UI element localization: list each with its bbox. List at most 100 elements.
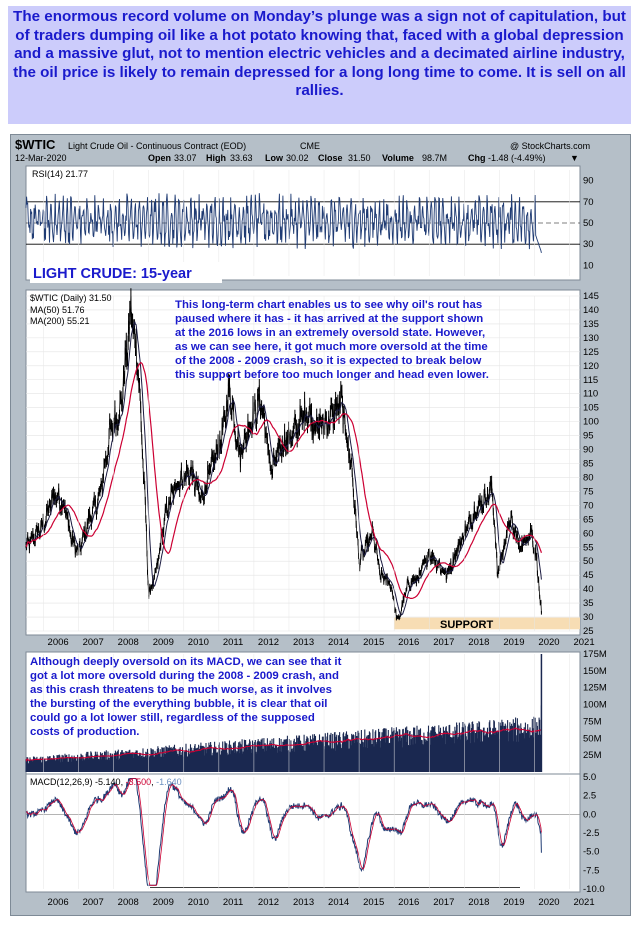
year-label: 2017 [433,637,454,648]
volume-value: 98.7M [422,153,447,163]
volume-note-line: got a lot more oversold during the 2008 … [30,670,339,682]
year-label: 2010 [188,637,209,648]
volume-label: Volume [382,153,414,163]
ma200-legend: MA(200) 55.21 [30,316,90,326]
axis-layer: 2006 2006 2007 2007 2008 2008 2009 2009 2010 2010… [43,170,595,908]
high-value: 33.63 [230,153,253,163]
price-tick-label: 35 [583,598,594,609]
price-tick-label: 100 [583,417,599,428]
year-label: 2014 [328,637,349,648]
year-label: 2007 [83,897,104,908]
year-label: 2019 [503,637,524,648]
price-tick-label: 75 [583,486,594,497]
price-tick-label: 145 [583,291,599,302]
price-panel [25,289,581,636]
rsi-layer: 90 70 50 30 10 [25,176,594,271]
macd-legend-value: -5.140 [95,777,121,787]
macd-layer: 5.0 2.5 0.0 -2.5 -5.0 -7.5 -10.0 [25,772,605,895]
volume-note-line: could go a lot lower still, regardless o… [30,712,315,724]
price-tick-label: 80 [583,472,594,483]
macd-legend-name: MACD(12,26,9) [30,777,93,787]
year-label: 2014 [328,897,349,908]
year-label: 2011 [223,897,243,908]
headline-text: The enormous record volume on Monday’s p… [8,6,631,124]
year-label: 2009 [153,637,174,648]
price-tick-label: 70 [583,500,594,511]
volume-note: Although deeply oversold on its MACD, we… [30,656,342,738]
year-label: 2019 [503,897,524,908]
volume-bars [25,705,542,772]
price-note-line: as we can see here, it got much more ove… [175,341,488,353]
macd-signal-line [25,778,542,886]
year-label: 2007 [83,637,104,648]
price-tick-label: 110 [583,389,598,400]
ohlc-row: Open 33.07 High 33.63 Low 30.02 Close 31… [148,153,579,163]
price-note-line: This long-term chart enables us to see w… [175,299,482,311]
price-tick-label: 30 [583,612,594,623]
year-label: 2013 [293,637,314,648]
year-label: 2008 [118,897,139,908]
year-label: 2006 [48,637,69,648]
year-label: 2008 [118,637,139,648]
volume-tick-label: 175M [583,649,607,660]
volume-note-line: as this crash threatens to be much worse… [30,684,332,696]
volume-note-line: Although deeply oversold on its MACD, we… [30,656,342,668]
volume-layer: 175M 150M 125M 100M 75M 50M 25M [25,649,607,772]
support-band [394,617,580,630]
exchange-label: CME [300,141,320,151]
low-value: 30.02 [286,153,309,163]
open-label: Open [148,153,171,163]
price-tick-label: 85 [583,459,594,470]
year-label: 2020 [538,897,559,908]
rsi-tick-label: 50 [583,218,594,229]
ma50-line [25,321,542,616]
rsi-tick-label: 90 [583,176,594,187]
rsi-tick-label: 70 [583,197,594,208]
date-label: 12-Mar-2020 [15,153,67,163]
macd-tick-label: 0.0 [583,809,596,820]
rsi-line [25,193,542,253]
price-line [25,296,542,620]
price-tick-label: 120 [583,361,599,372]
year-label: 2017 [433,897,454,908]
price-tick-label: 125 [583,347,599,358]
close-value: 31.50 [348,153,371,163]
year-label: 2020 [538,637,559,648]
svg-text:MACD(12,26,9) -5.140, -3.500,: MACD(12,26,9) -5.140, -3.500, -1.640 [30,777,182,787]
open-value: 33.07 [174,153,197,163]
price-tick-label: 60 [583,528,594,539]
high-label: High [206,153,226,163]
macd-tick-label: 2.5 [583,791,596,802]
year-label: 2012 [258,897,279,908]
macd-tick-label: -10.0 [583,884,605,895]
year-label: 2021 [573,637,594,648]
price-tick-label: 115 [583,375,598,386]
price-layer: 145 140 135 130 125 120 115 110 105 100 95 90 85 80 75… [25,288,599,637]
volume-tick-label: 25M [583,750,602,761]
stock-chart: $WTIC Light Crude Oil - Continuous Contr… [15,137,607,908]
volume-tick-label: 100M [583,700,607,711]
symbol-label: $WTIC [15,137,56,152]
volume-ma-line [25,726,542,762]
macd-tick-label: -7.5 [583,865,599,876]
year-label: 2016 [398,637,419,648]
macd-tick-label: 5.0 [583,772,596,783]
close-label: Close [318,153,343,163]
macd-signal-value: -3.500 [126,777,152,787]
price-tick-label: 140 [583,305,599,316]
macd-tick-label: -2.5 [583,828,599,839]
macd-tick-label: -5.0 [583,847,599,858]
year-label: 2012 [258,637,279,648]
chart-title: LIGHT CRUDE: 15-year [33,266,192,282]
ma50-legend: MA(50) 51.76 [30,305,85,315]
price-tick-label: 50 [583,556,594,567]
year-label: 2018 [468,897,489,908]
year-label: 2021 [573,897,594,908]
support-label: SUPPORT [440,619,493,631]
price-tick-label: 55 [583,542,594,553]
watermark: @ StockCharts.com [510,141,590,151]
ma200-line [25,362,542,599]
volume-note-line: costs of production. [30,726,139,738]
rsi-tick-label: 30 [583,239,594,250]
price-tick-label: 95 [583,431,594,442]
